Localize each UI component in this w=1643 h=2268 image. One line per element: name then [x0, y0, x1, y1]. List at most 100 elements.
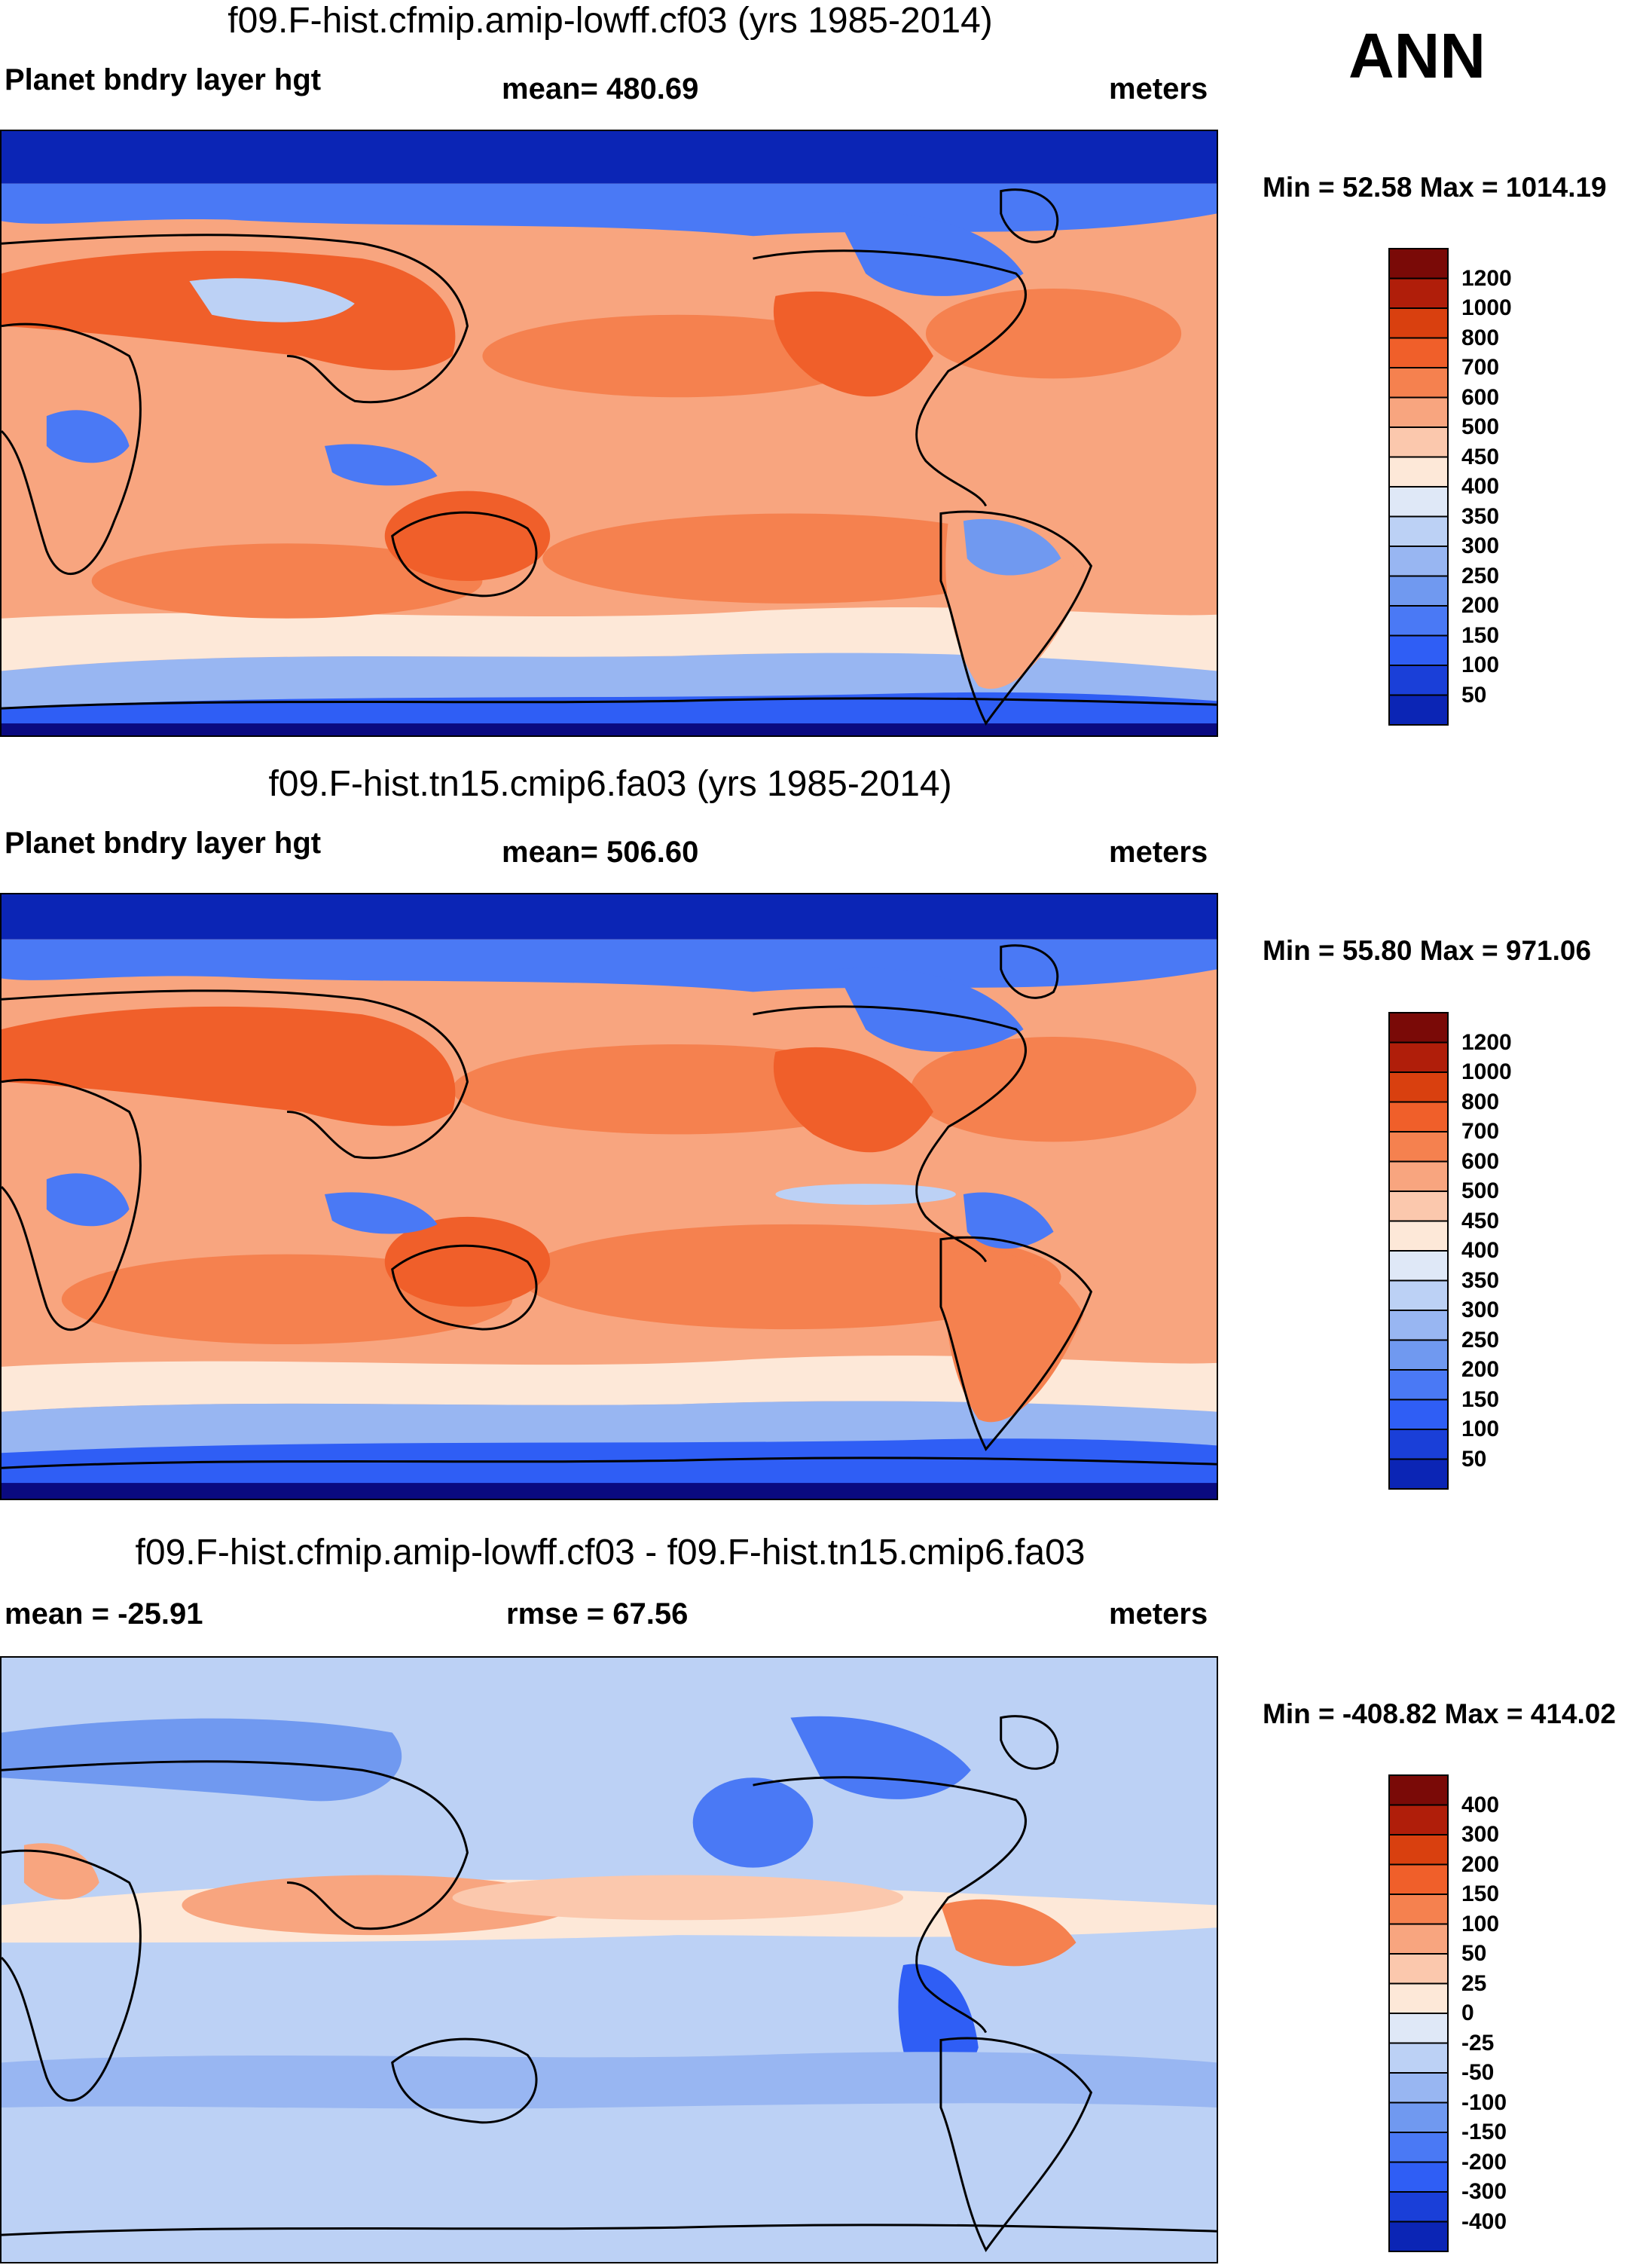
subpolar-pale [2, 1356, 1217, 1412]
colorbar-tick-label: 1000 [1461, 295, 1512, 320]
colorbar-box [1388, 1953, 1449, 1985]
colorbar-box [1388, 307, 1449, 339]
panel-3-colorbar [1388, 1774, 1449, 2252]
colorbar-tick-label: -200 [1461, 2149, 1507, 2175]
coastline-south-america [939, 510, 1093, 726]
coastline-south-america [939, 2037, 1093, 2252]
colorbar-box [1388, 634, 1449, 666]
amazon-cool [963, 1192, 1054, 1249]
coastline-antarctica [2, 697, 1217, 710]
panel-2-map [0, 893, 1218, 1500]
colorbar-tick-label: 800 [1461, 325, 1500, 350]
antarctic-band [2, 723, 1217, 735]
panel-3-rmse-label: rmse = 67.56 [506, 1597, 689, 1631]
colorbar-box [1388, 1012, 1449, 1044]
colorbar-tick-label: 350 [1461, 503, 1500, 529]
panel-1-mean-label: mean= 480.69 [502, 72, 699, 105]
indonesia-cool [324, 1192, 438, 1234]
coastline-eurasia [2, 989, 469, 1160]
africa-cool [46, 1173, 130, 1227]
colorbar-tick-label: 450 [1461, 1208, 1500, 1233]
colorbar-tick-label: 1200 [1461, 265, 1512, 291]
australia-hot [384, 491, 551, 582]
coastline-north-america [753, 249, 1027, 507]
colorbar-box [1388, 1774, 1449, 1806]
coastline-north-america [753, 1776, 1027, 2034]
colorbar-box [1388, 1458, 1449, 1490]
colorbar-tick-label: 250 [1461, 1327, 1500, 1353]
colorbar-box [1388, 1191, 1449, 1222]
coastline-greenland [1000, 944, 1059, 999]
colorbar-tick-label: -150 [1461, 2120, 1507, 2144]
panel-2-variable-label: Planet bndry layer hgt [5, 827, 322, 860]
colorbar-box [1388, 575, 1449, 607]
panel-2-title: f09.F-hist.tn15.cmip6.fa03 (yrs 1985-201… [268, 764, 952, 804]
colorbar-box [1388, 277, 1449, 309]
colorbar-tick-label: 300 [1461, 1822, 1500, 1847]
colorbar-box [1388, 1398, 1449, 1430]
colorbar-box [1388, 1250, 1449, 1282]
colorbar-tick-label: 100 [1461, 1911, 1500, 1936]
panel-1-title: f09.F-hist.cfmip.amip-lowff.cf03 (yrs 19… [228, 1, 993, 41]
amazon-warm [940, 1899, 1077, 1967]
coastline-africa [2, 322, 142, 575]
colorbar-box [1388, 515, 1449, 547]
colorbar-tick-label: 450 [1461, 444, 1500, 469]
coastline-antarctica [2, 2224, 1217, 2236]
colorbar-tick-label: 250 [1461, 563, 1500, 588]
colorbar-box [1388, 1310, 1449, 1341]
colorbar-tick-label: 1000 [1461, 1059, 1512, 1084]
colorbar-box [1388, 1863, 1449, 1895]
colorbar-box [1388, 1071, 1449, 1103]
na-high [911, 1037, 1197, 1142]
colorbar-box [1388, 456, 1449, 488]
sp-high [520, 1224, 1061, 1330]
coastline-australia [391, 511, 538, 598]
equatorial-cool [775, 1184, 956, 1205]
canada-cold [835, 212, 1024, 296]
colorbar-box [1388, 694, 1449, 726]
south-america [945, 1249, 1084, 1423]
panel-3-mean-label: mean = -25.91 [5, 1597, 203, 1631]
indonesia-cool [324, 444, 438, 486]
sp-high [542, 513, 1039, 604]
australia-hot [384, 1216, 551, 1307]
colorbar-tick-label: -300 [1461, 2179, 1507, 2204]
colorbar-tick-label: 400 [1461, 1792, 1500, 1817]
panel-3-units-label: meters [1109, 1597, 1208, 1631]
colorbar-tick-label: 50 [1461, 1446, 1487, 1472]
africa-cool [46, 410, 130, 463]
colorbar-box [1388, 1131, 1449, 1163]
colorbar-box [1388, 1894, 1449, 1925]
np-cool [692, 1777, 814, 1868]
eurasia [2, 1006, 456, 1126]
coastline-africa [2, 1849, 142, 2101]
panel-2-minmax: Min = 55.80 Max = 971.06 [1263, 935, 1592, 966]
colorbar-tick-label: 300 [1461, 1298, 1500, 1322]
colorbar-tick-label: 200 [1461, 593, 1500, 618]
amazon-cool [963, 518, 1061, 576]
colorbar-tick-label: 400 [1461, 1238, 1500, 1263]
colorbar-tick-label: 350 [1461, 1267, 1500, 1293]
colorbar-box [1388, 396, 1449, 428]
coastline-australia [391, 1244, 538, 1331]
colorbar-tick-label: 400 [1461, 474, 1500, 499]
na-high [925, 288, 1182, 379]
colorbar-box [1388, 2132, 1449, 2163]
colorbar-box [1388, 2072, 1449, 2104]
colorbar-box [1388, 1804, 1449, 1835]
eurasia-cool [2, 1718, 402, 1802]
arctic-band [2, 894, 1217, 940]
colorbar-tick-label: 1200 [1461, 1029, 1512, 1055]
coastline-greenland [1000, 188, 1059, 243]
colorbar-box [1388, 1279, 1449, 1311]
colorbar-box [1388, 2101, 1449, 2133]
colorbar-box [1388, 337, 1449, 368]
coastline-eurasia [2, 234, 469, 404]
africa-warm [23, 1843, 99, 1900]
panel-1-minmax: Min = 52.58 Max = 1014.19 [1263, 172, 1607, 203]
coastline-south-america [939, 1236, 1093, 1452]
colorbar-tick-label: 50 [1461, 1941, 1487, 1966]
panel-1-colorbar [1388, 248, 1449, 726]
colorbar-tick-label: -400 [1461, 2208, 1507, 2234]
